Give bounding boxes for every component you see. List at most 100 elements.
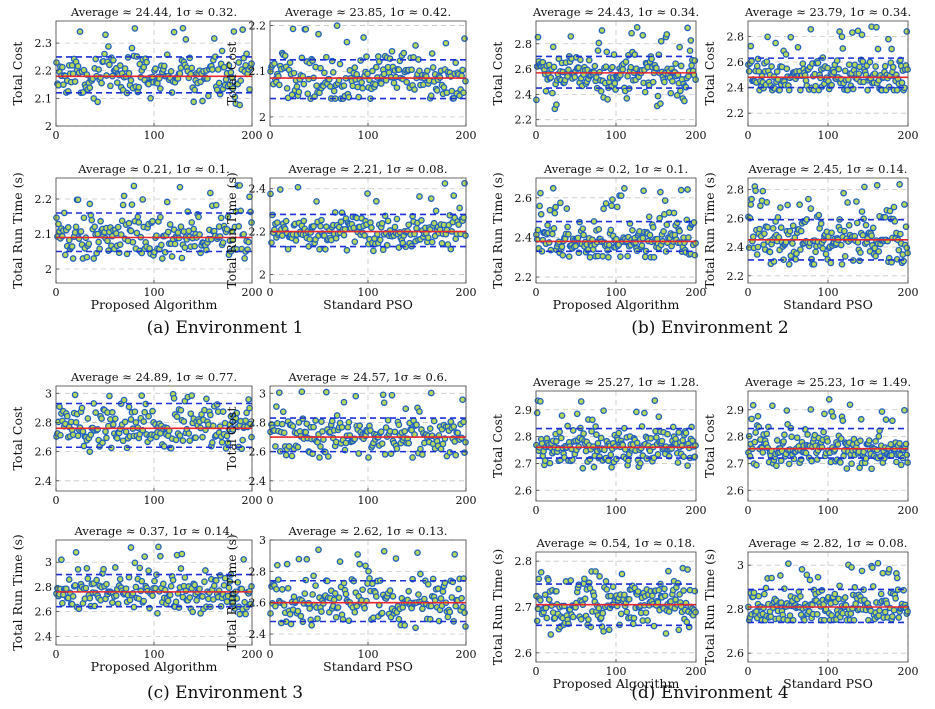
data-point xyxy=(676,227,683,235)
data-point xyxy=(687,37,695,44)
data-point xyxy=(59,63,66,71)
data-point xyxy=(755,592,763,600)
y-tick-label: 2.4 xyxy=(515,231,533,244)
data-point xyxy=(340,231,348,239)
x-tick-label: 200 xyxy=(242,648,263,661)
data-point xyxy=(441,180,449,187)
data-point xyxy=(170,395,178,402)
data-point xyxy=(647,435,655,442)
data-point xyxy=(362,562,369,570)
data-point xyxy=(310,572,317,580)
data-point xyxy=(69,593,77,600)
data-point xyxy=(849,29,856,36)
data-point xyxy=(98,79,105,87)
data-point xyxy=(558,243,566,251)
data-point xyxy=(271,60,278,67)
data-point xyxy=(98,415,105,422)
data-point xyxy=(860,215,867,223)
y-tick-label: 2.6 xyxy=(515,647,533,660)
data-point xyxy=(391,223,399,231)
y-tick-label: 2 xyxy=(45,120,52,133)
data-point xyxy=(332,613,340,621)
x-tick-label: 100 xyxy=(818,286,839,299)
data-point xyxy=(542,604,550,612)
data-point xyxy=(400,49,408,57)
data-point xyxy=(551,209,559,217)
data-point xyxy=(279,408,287,416)
data-point xyxy=(619,66,627,73)
data-point xyxy=(239,26,247,33)
data-point xyxy=(613,455,620,463)
data-point xyxy=(317,64,324,72)
data-point xyxy=(838,33,846,41)
data-point xyxy=(228,227,236,235)
data-point xyxy=(302,25,310,33)
data-point xyxy=(318,418,325,426)
x-tick-label: 100 xyxy=(358,129,379,142)
data-point xyxy=(820,428,827,436)
data-point xyxy=(59,81,67,89)
y-tick-label: 3 xyxy=(259,534,266,547)
data-point xyxy=(145,412,152,420)
data-point xyxy=(563,205,571,212)
x-tick-label: 100 xyxy=(144,648,165,661)
x-tick-label: 200 xyxy=(456,648,477,661)
data-point xyxy=(191,86,199,94)
x-tick-label: 0 xyxy=(53,494,60,507)
data-point xyxy=(590,218,598,225)
data-point xyxy=(169,576,177,584)
subplot-title: Average ≈ 24.57, 1σ ≈ 0.6. xyxy=(288,370,448,384)
data-point xyxy=(280,429,288,437)
data-point xyxy=(565,230,572,238)
data-point xyxy=(284,584,292,592)
data-point xyxy=(876,607,883,614)
data-point xyxy=(629,226,636,234)
data-point xyxy=(900,586,907,594)
x-tick-label: 100 xyxy=(818,504,839,517)
data-point xyxy=(388,391,396,399)
data-point xyxy=(865,437,873,444)
data-point xyxy=(537,189,544,197)
data-point xyxy=(841,227,848,235)
data-point xyxy=(862,221,870,229)
data-point xyxy=(395,421,403,429)
data-point xyxy=(857,415,865,423)
data-point xyxy=(174,229,182,236)
x-tick-label: 0 xyxy=(53,286,60,299)
data-point xyxy=(653,434,660,441)
data-point xyxy=(677,87,684,95)
data-point xyxy=(230,28,238,35)
data-point xyxy=(447,418,455,426)
data-point xyxy=(310,423,317,431)
data-point xyxy=(859,231,867,239)
data-point xyxy=(338,423,346,431)
data-point xyxy=(450,423,458,430)
data-point xyxy=(684,566,691,573)
data-point xyxy=(677,62,685,70)
data-point xyxy=(337,218,345,226)
data-point xyxy=(188,64,196,72)
y-tick-label: 2.8 xyxy=(515,555,533,568)
data-point xyxy=(752,187,759,195)
y-axis-label: Total Run Time (s) xyxy=(490,549,505,666)
data-point xyxy=(630,614,638,622)
x-tick-label: 200 xyxy=(686,286,707,299)
data-point xyxy=(747,42,755,50)
data-point xyxy=(176,183,184,191)
data-point xyxy=(136,564,144,572)
data-point xyxy=(368,224,375,231)
data-point xyxy=(672,60,679,68)
data-point xyxy=(852,600,859,608)
data-point xyxy=(80,442,88,450)
data-point xyxy=(691,57,699,64)
data-point xyxy=(780,438,787,445)
data-point xyxy=(243,409,250,417)
data-point xyxy=(160,443,168,450)
data-point xyxy=(216,233,224,240)
data-point xyxy=(242,417,249,425)
data-point xyxy=(336,558,344,565)
data-point xyxy=(321,69,328,77)
data-point xyxy=(825,396,833,403)
data-point xyxy=(381,451,389,458)
data-point xyxy=(226,578,234,585)
